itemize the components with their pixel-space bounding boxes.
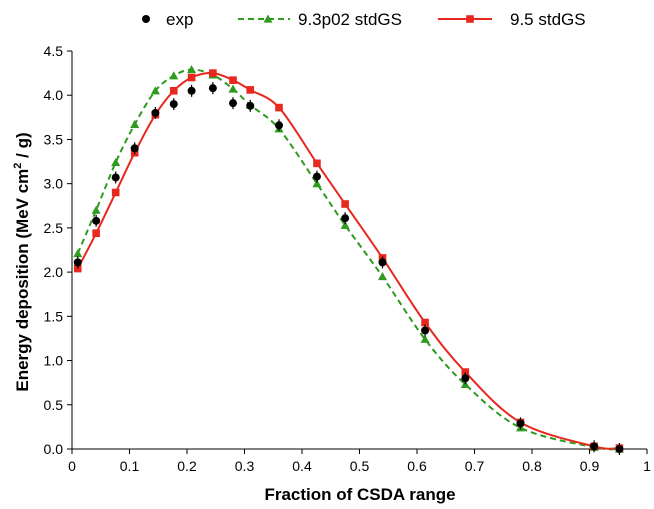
x-tick-label: 0.2 (177, 458, 197, 474)
y-tick-label: 2.5 (44, 220, 64, 236)
data-point (341, 214, 350, 223)
data-point (421, 318, 429, 327)
data-point (341, 200, 349, 208)
legend-item: 9.3p02 stdGS (238, 10, 402, 29)
data-point (378, 272, 387, 281)
data-point (312, 172, 321, 181)
data-point (91, 205, 101, 214)
data-point (420, 334, 430, 343)
data-point (150, 86, 160, 95)
y-tick-label: 3.0 (44, 176, 64, 192)
data-point (516, 419, 525, 428)
legend: exp 9.3p02 stdGS 9.5 stdGS (142, 10, 586, 29)
x-tick-label: 0.1 (120, 458, 140, 474)
data-point (92, 216, 101, 225)
x-tick-label: 0.8 (522, 458, 542, 474)
data-point (228, 84, 238, 93)
y-tick-label: 0.0 (44, 441, 64, 457)
x-tick-label: 0.7 (465, 458, 485, 474)
y-tick-label: 4.0 (44, 87, 64, 103)
x-tick-label: 0.5 (350, 458, 370, 474)
data-point (208, 84, 217, 93)
data-point (313, 159, 321, 168)
data-point (275, 103, 283, 112)
series-line (76, 68, 620, 451)
data-point (111, 188, 120, 197)
legend-label: exp (166, 10, 193, 29)
y-axis-title-prefix: Energy deposition (MeV cm (13, 169, 32, 392)
data-point (246, 101, 255, 110)
data-point (111, 173, 120, 182)
data-point (92, 229, 100, 237)
axes (67, 50, 648, 454)
data-point (130, 144, 139, 153)
data-point (130, 119, 140, 129)
data-point (461, 374, 470, 383)
x-tick-label: 0.6 (407, 458, 427, 474)
series-9-3p02-stdgs (73, 65, 624, 453)
data-point (378, 258, 387, 267)
y-tick-label: 3.5 (44, 131, 64, 147)
legend-marker (263, 14, 273, 23)
data-point (73, 258, 82, 267)
legend-label: 9.5 stdGS (510, 10, 586, 29)
y-axis-title: Energy deposition (MeV cm2 / g) (12, 132, 32, 391)
data-point (151, 108, 160, 117)
data-point (421, 326, 430, 335)
x-tick-label: 0.4 (292, 458, 312, 474)
data-point (340, 220, 350, 229)
y-axis-title-sup: 2 (12, 163, 24, 169)
data-point (111, 157, 121, 167)
data-point (312, 179, 322, 188)
data-point (229, 99, 237, 108)
data-point (169, 71, 179, 80)
data-point (187, 86, 196, 95)
x-tick-label: 0 (68, 458, 76, 474)
data-point (209, 69, 217, 77)
data-point (187, 73, 196, 82)
legend-item: exp (142, 10, 193, 29)
y-tick-label: 1.0 (44, 353, 64, 369)
data-point (169, 87, 178, 95)
x-tick-label: 1 (643, 458, 651, 474)
y-tick-label: 0.5 (44, 397, 64, 413)
data-point (229, 76, 237, 84)
y-tick-label: 1.5 (44, 308, 64, 324)
series-exp (73, 82, 624, 455)
y-axis-title-suffix: / g) (13, 132, 32, 162)
x-tick-label: 0.9 (580, 458, 600, 474)
legend-label: 9.3p02 stdGS (298, 10, 402, 29)
y-tick-label: 4.5 (44, 43, 64, 59)
data-point (73, 249, 83, 258)
legend-marker (466, 15, 474, 23)
legend-marker (142, 15, 150, 23)
x-axis-title: Fraction of CSDA range (264, 485, 455, 504)
y-tick-label: 2.0 (44, 264, 64, 280)
legend-item: 9.5 stdGS (438, 10, 586, 29)
data-point (73, 264, 82, 273)
data-point (169, 100, 178, 109)
data-point (590, 442, 599, 451)
series-group (73, 65, 624, 455)
series-line (76, 72, 620, 450)
data-point (246, 86, 255, 94)
data-point (461, 368, 470, 376)
tick-labels: 0.0 0.5 1.0 1.5 2.0 2.5 3.0 3.5 4.0 4.5 0 0.1 0.2 0.3… (44, 43, 652, 474)
series-9-5-stdgs (73, 69, 624, 452)
data-point (275, 121, 283, 130)
x-tick-label: 0.3 (235, 458, 255, 474)
data-point (187, 65, 197, 74)
data-point (615, 445, 624, 453)
